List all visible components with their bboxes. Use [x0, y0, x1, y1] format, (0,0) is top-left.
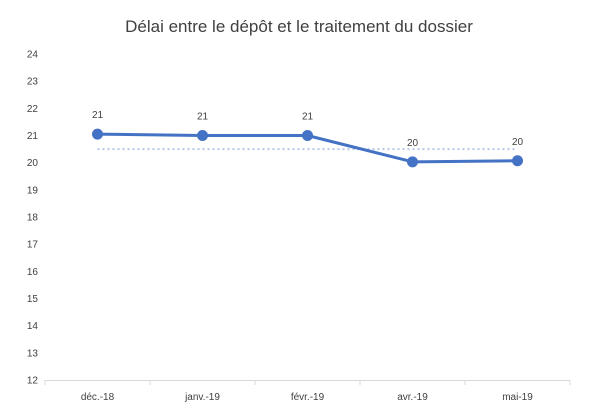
y-axis-ticks: 12 13 14 15 16 17 18 19 20 21 22 23 24 [27, 50, 39, 387]
data-point [197, 130, 208, 141]
y-tick-label: 24 [27, 50, 39, 61]
data-point [92, 128, 103, 140]
y-tick-label: 19 [27, 185, 39, 196]
x-tick-label: janv.-19 [184, 392, 220, 403]
x-axis-ticks: déc.-18 janv.-19 févr.-19 avr.-19 mai-19 [44, 380, 571, 403]
y-tick-label: 23 [27, 77, 39, 88]
data-label: 21 [92, 110, 104, 121]
y-tick-label: 18 [27, 213, 39, 224]
y-tick-label: 12 [27, 376, 39, 387]
data-labels: 21 21 21 20 20 [92, 110, 524, 149]
data-label: 21 [302, 112, 314, 123]
data-point [302, 130, 313, 141]
x-tick-label: févr.-19 [291, 392, 325, 403]
y-tick-label: 14 [27, 321, 39, 332]
x-tick-label: avr.-19 [397, 392, 428, 403]
data-label: 21 [197, 112, 209, 123]
y-tick-label: 13 [27, 348, 39, 359]
chart-title: Délai entre le dépôt et le traitement du… [125, 17, 473, 36]
y-tick-label: 16 [27, 267, 39, 278]
series-layer [92, 128, 523, 168]
data-point [407, 156, 418, 168]
y-tick-label: 21 [27, 131, 39, 142]
data-point [512, 155, 523, 167]
y-tick-label: 15 [27, 294, 39, 305]
data-label: 20 [512, 137, 524, 148]
y-tick-label: 20 [27, 158, 39, 169]
y-tick-label: 22 [27, 104, 39, 115]
x-tick-label: déc.-18 [81, 392, 115, 403]
y-tick-label: 17 [27, 240, 39, 251]
x-tick-label: mai-19 [502, 392, 533, 403]
data-label: 20 [407, 138, 419, 149]
